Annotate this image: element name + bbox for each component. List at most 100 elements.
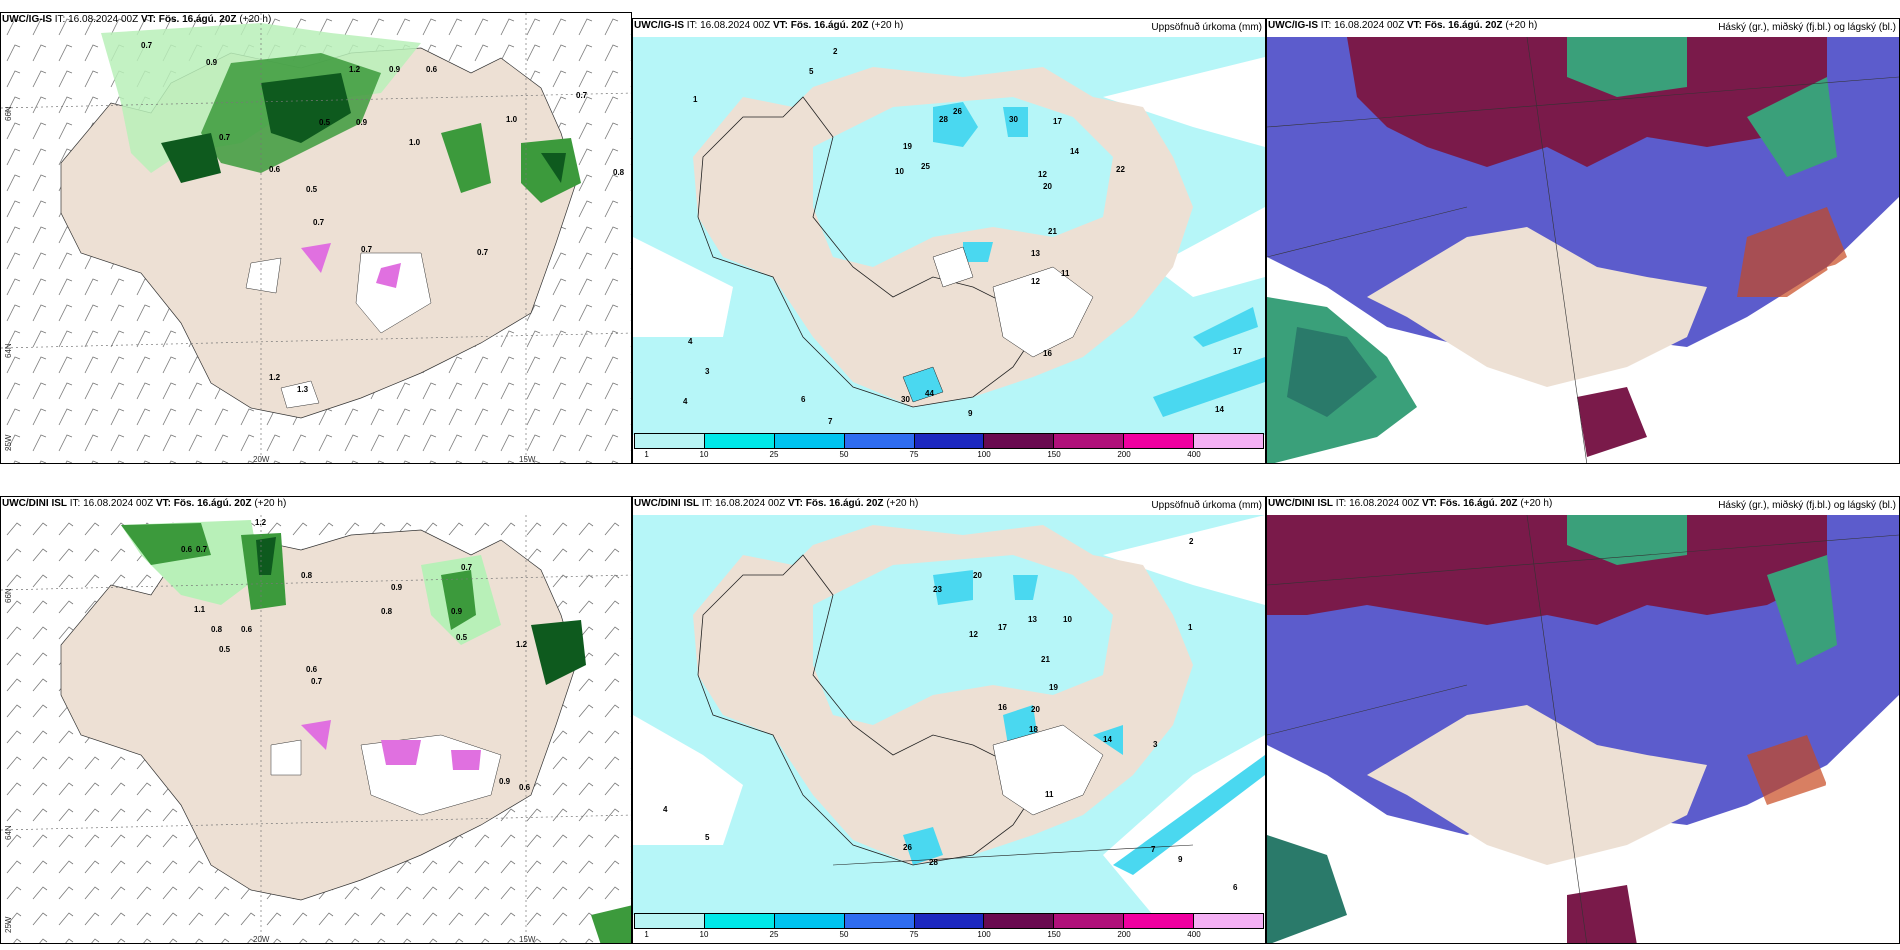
precip-value: 0.6 [519,783,531,792]
precip-value: 0.5 [219,645,231,654]
panel-header: UWC/DINI ISL IT: 16.08.2024 00Z VT: Fös.… [2,498,286,510]
panel-header: UWC/IG-IS IT: 16.08.2024 00Z VT: Fös. 16… [2,14,271,26]
lon-label: 15W [519,935,536,944]
colorbar-swatch [1054,914,1125,928]
precip-value: 0.7 [461,563,473,572]
precip-value: 0.5 [306,185,318,194]
precip-value: 12 [1031,277,1040,286]
precip-value: 12 [1038,170,1047,179]
precip-value: 2 [1189,537,1194,546]
precip-value: 0.7 [313,218,325,227]
precip-value: 1.1 [194,605,206,614]
map-precip-wind: 0.7 0.9 1.2 0.9 0.6 0.5 0.9 0.7 0.7 1.0 … [1,13,631,463]
panel-title: Háský (gr.), miðský (fj.bl.) og lágský (… [1718,22,1896,33]
precip-value: 21 [1048,227,1057,236]
precip-value: 0.7 [219,133,231,142]
model-name: UWC/IG-IS [1268,20,1318,31]
precip-value: 1.2 [516,640,528,649]
map-svg [1267,515,1899,943]
colorbar-labels: 1 10 25 50 75 100 150 200 400 [634,929,1264,941]
precip-value: 10 [895,167,904,176]
lat-label: 25W [4,916,13,933]
precip-value: 6 [1233,883,1238,892]
precip-value: 14 [1215,405,1224,414]
colorbar-swatch [774,914,845,928]
colorbar-swatch [844,434,915,448]
precip-value: 5 [809,67,814,76]
precip-value: 0.9 [356,118,368,127]
precip-value: 1.3 [297,385,309,394]
colorbar-label: 400 [1187,930,1201,939]
precip-value: 20 [1031,705,1040,714]
map-accumulated-precip: 2 4 5 1 23 20 17 12 13 10 19 21 16 18 20… [633,515,1265,915]
precip-value: 28 [929,858,938,867]
colorbar-label: 150 [1047,450,1061,459]
lead-time: (+20 h) [1517,498,1553,509]
precip-value: 17 [1053,117,1062,126]
colorbar-swatch [914,914,985,928]
precip-value: 19 [903,142,912,151]
colorbar: 1 10 25 50 75 100 150 200 400 [634,913,1264,941]
panel-header: UWC/IG-IS IT: 16.08.2024 00Z VT: Fös. 16… [634,20,903,32]
precip-value: 22 [1116,165,1125,174]
precip-value: 2 [833,47,838,56]
precip-value: 7 [828,417,833,426]
lead-time: (+20 h) [868,20,904,31]
precip-value: 19 [1049,683,1058,692]
precip-value: 14 [1103,735,1112,744]
colorbar: 1 10 25 50 75 100 150 200 400 [634,433,1264,461]
colorbar-swatch [1124,434,1195,448]
precip-value: 1.0 [506,115,518,124]
precip-value: 14 [1070,147,1079,156]
precip-value: 0.8 [613,168,625,177]
colorbar-swatch [984,914,1055,928]
colorbar-swatch [984,434,1055,448]
init-time: IT: 16.08.2024 00Z [67,498,156,509]
precip-value: 0.6 [181,545,193,554]
lead-time: (+20 h) [251,498,287,509]
colorbar-swatch [1194,434,1264,448]
precip-value: 5 [705,833,710,842]
map-svg [1267,37,1899,463]
colorbar-label: 75 [909,450,919,459]
precip-value: 4 [663,805,668,814]
precip-value: 0.9 [391,583,403,592]
colorbar-label: 75 [909,930,919,939]
precip-value: 0.7 [361,245,373,254]
init-time: IT: 16.08.2024 00Z [684,20,773,31]
model-name: UWC/DINI ISL [634,498,699,509]
colorbar-swatches [634,433,1264,449]
map-svg [633,37,1265,435]
precip-value: 20 [1043,182,1052,191]
precip-value: 10 [1063,615,1072,624]
precip-value: 0.6 [306,665,318,674]
panel-top-right: UWC/IG-IS IT: 16.08.2024 00Z VT: Fös. 16… [1266,18,1900,464]
colorbar-labels: 1 10 25 50 75 100 150 200 400 [634,449,1264,461]
precip-value: 1.0 [409,138,421,147]
precip-value: 3 [1153,740,1158,749]
colorbar-swatch [914,434,985,448]
precip-value: 0.9 [499,777,511,786]
lon-label: 20W [253,455,270,464]
precip-value: 7 [1151,845,1156,854]
panel-title: Uppsöfnuð úrkoma (mm) [1151,22,1262,33]
colorbar-label: 200 [1117,450,1131,459]
colorbar-swatch [1194,914,1264,928]
init-time: IT: 16.08.2024 00Z [1333,498,1422,509]
panel-top-middle: UWC/IG-IS IT: 16.08.2024 00Z VT: Fös. 16… [632,18,1266,464]
precip-value: 0.5 [319,118,331,127]
panel-bottom-middle: UWC/DINI ISL IT: 16.08.2024 00Z VT: Fös.… [632,496,1266,944]
lead-time: (+20 h) [883,498,919,509]
model-name: UWC/IG-IS [2,14,52,25]
valid-time: VT: Fös. 16.ágú. 20Z [1406,20,1503,31]
panel-header: UWC/DINI ISL IT: 16.08.2024 00Z VT: Fös.… [634,498,918,510]
map-precip-wind: 0.6 0.7 1.2 0.8 1.1 0.8 0.5 0.6 0.9 0.7 … [1,515,631,943]
colorbar-label: 400 [1187,450,1201,459]
precip-value: 0.7 [576,91,588,100]
colorbar-swatch [704,434,775,448]
colorbar-swatch [704,914,775,928]
colorbar-label: 50 [839,450,849,459]
map-svg [1,13,631,463]
precip-value: 21 [1041,655,1050,664]
precip-value: 17 [1233,347,1242,356]
